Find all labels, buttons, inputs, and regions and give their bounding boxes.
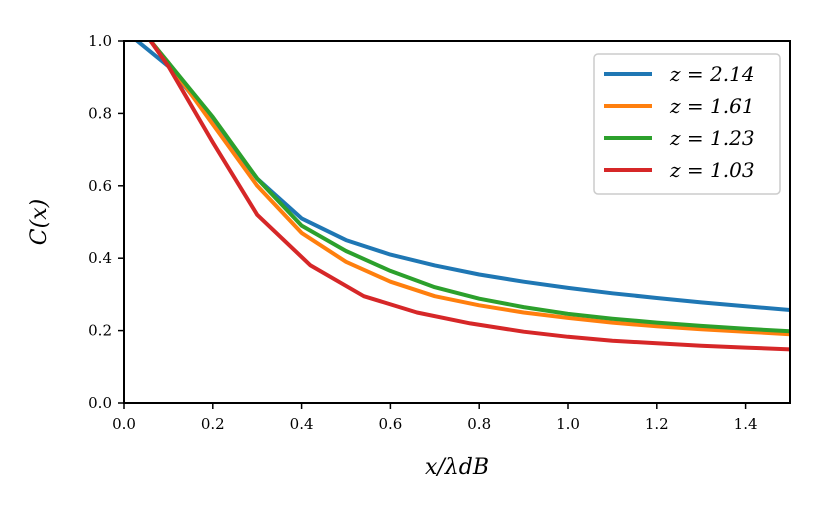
x-axis: 0.0 0.2 0.4 0.6 0.8 1.0 1.2 1.4 [112,403,758,433]
y-tick-label: 0.6 [88,177,112,195]
series-line-2 [148,41,790,334]
legend-label-3: z = 1.03 [669,158,755,182]
y-tick-label: 1.0 [88,32,112,50]
series-line-1 [148,41,790,337]
x-tick-label: 0.6 [378,415,402,433]
x-axis-label: x/λdB [425,455,489,480]
x-tick-label: 0.2 [201,415,225,433]
plot-frame [123,40,791,404]
series-line-3 [148,41,790,352]
legend-label-2: z = 1.23 [669,126,755,150]
legend-box [593,53,781,195]
y-tick-label: 0.2 [88,322,112,340]
x-tick-label: 0.8 [467,415,491,433]
y-axis-label: C(x) [27,199,52,245]
y-tick-label: 0.4 [88,249,112,267]
legend: z = 2.14 z = 1.61 z = 1.23 z = 1.03 [593,53,781,195]
x-tick-label: 0.4 [290,415,314,433]
legend-label-1: z = 1.61 [669,94,755,118]
y-tick-label: 0.8 [88,104,112,122]
x-tick-label: 0.0 [112,415,136,433]
series-layer [134,41,790,352]
y-tick-label: 0.0 [88,394,112,412]
x-tick-label: 1.0 [556,415,580,433]
x-tick-label: 1.4 [734,415,758,433]
y-axis: 0.0 0.2 0.4 0.6 0.8 1.0 [88,32,124,412]
x-tick-label: 1.2 [645,415,669,433]
legend-label-0: z = 2.14 [669,62,755,86]
